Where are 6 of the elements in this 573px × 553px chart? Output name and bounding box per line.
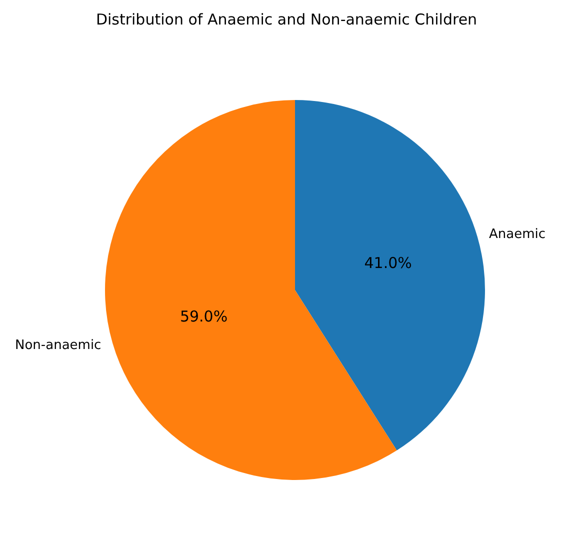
data-label: 59.0% xyxy=(180,308,228,326)
slice-label: Anaemic xyxy=(489,227,546,242)
slice-label: Non-anaemic xyxy=(15,338,102,353)
data-label: 41.0% xyxy=(364,254,412,272)
pie-slice xyxy=(295,100,485,450)
chart-title: Distribution of Anaemic and Non-anaemic Children xyxy=(96,10,478,28)
